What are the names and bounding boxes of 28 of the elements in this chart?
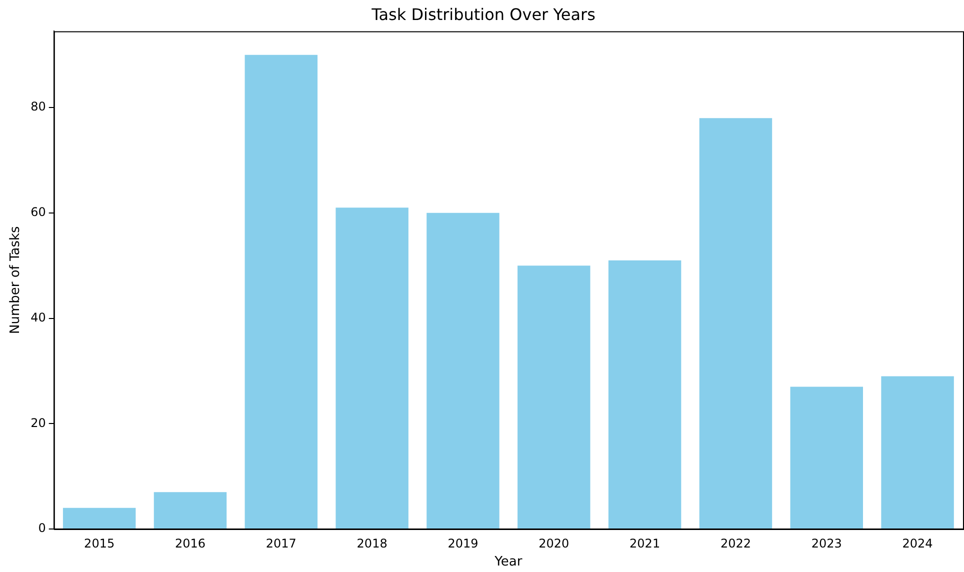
bar xyxy=(790,386,863,528)
bar xyxy=(426,212,500,528)
y-tick-label: 20 xyxy=(30,416,46,430)
y-axis-title: Number of Tasks xyxy=(8,226,24,334)
y-tick-label: 0 xyxy=(38,521,46,536)
x-tick-label: 2015 xyxy=(84,536,115,550)
y-tick-label: 60 xyxy=(30,205,46,220)
bar xyxy=(336,208,408,528)
x-tick-label: 2020 xyxy=(538,536,570,550)
bar xyxy=(154,492,227,528)
bar xyxy=(62,508,136,528)
x-axis-title: Year xyxy=(494,554,523,570)
x-tick-label: 2019 xyxy=(448,536,478,550)
y-tick-label: 80 xyxy=(30,100,46,114)
bar xyxy=(881,376,954,528)
x-tick-label: 2018 xyxy=(356,536,388,550)
x-tick-label: 2016 xyxy=(174,536,206,550)
x-tick-label: 2023 xyxy=(811,536,842,550)
bar xyxy=(244,54,318,528)
x-tick-label: 2017 xyxy=(266,536,296,550)
bar xyxy=(699,118,772,528)
x-tick-label: 2024 xyxy=(902,536,933,550)
bar xyxy=(518,266,590,528)
y-tick-label: 40 xyxy=(30,310,46,324)
chart-title: Task Distribution Over Years xyxy=(370,4,596,24)
x-tick-label: 2022 xyxy=(720,536,751,550)
bar xyxy=(608,260,682,528)
x-tick-label: 2021 xyxy=(630,536,660,550)
